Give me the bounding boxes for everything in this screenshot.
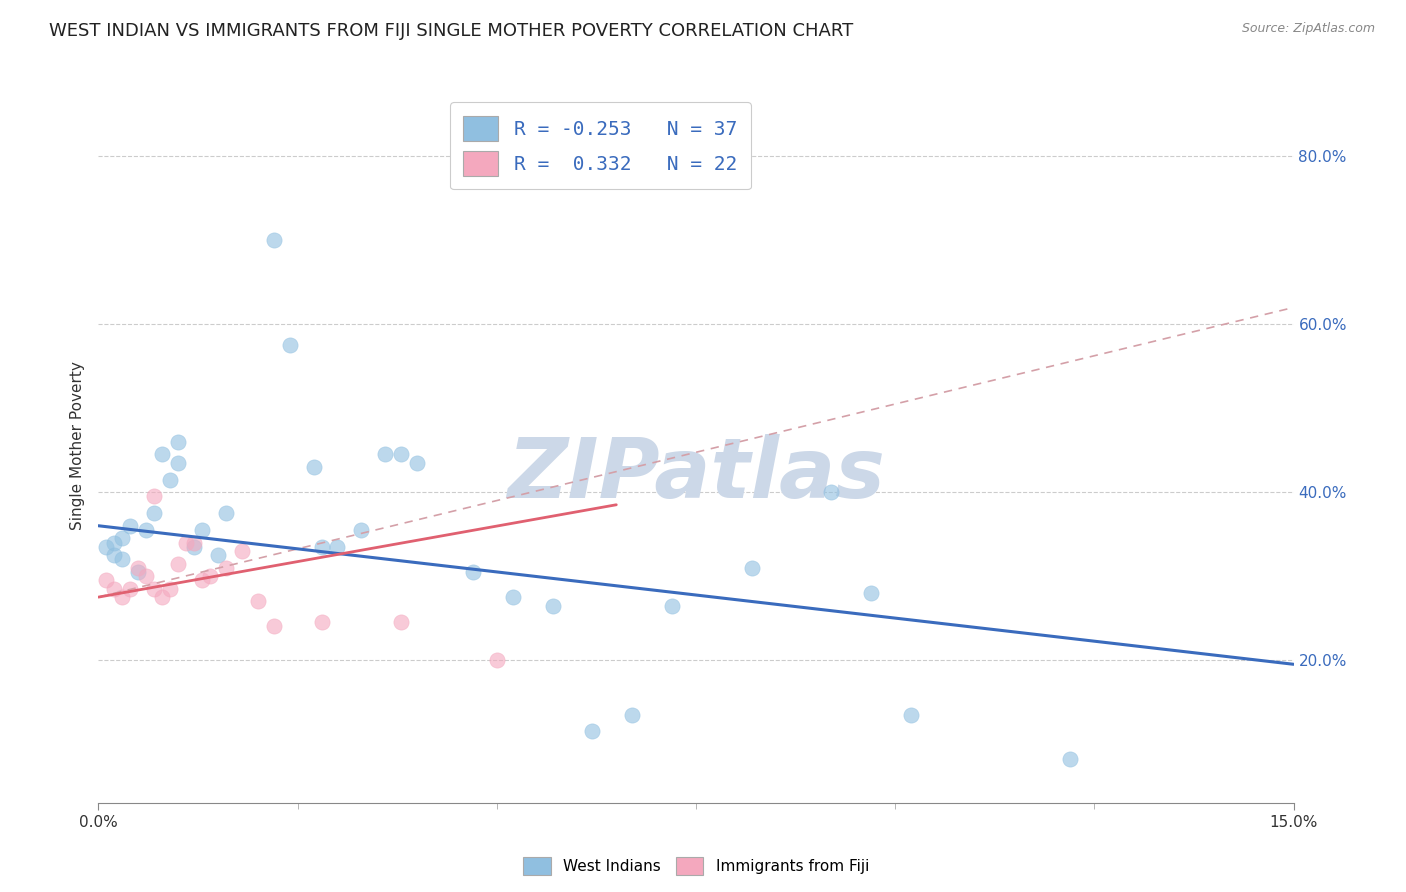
Point [159, 582, 181, 596]
Point [167, 434, 190, 449]
Point [120, 518, 142, 533]
Point [389, 447, 412, 461]
Point [263, 233, 285, 247]
Point [159, 473, 181, 487]
Point [103, 582, 125, 596]
Point [143, 489, 166, 503]
Point [263, 619, 285, 633]
Point [278, 338, 301, 352]
Point [120, 582, 142, 596]
Point [502, 590, 524, 604]
Point [741, 560, 763, 574]
Point [215, 560, 238, 574]
Point [167, 456, 190, 470]
Point [96, 574, 118, 588]
Point [127, 565, 149, 579]
Point [96, 540, 118, 554]
Point [311, 615, 333, 630]
Y-axis label: Single Mother Poverty: Single Mother Poverty [69, 361, 84, 531]
Point [191, 523, 214, 537]
Point [581, 724, 603, 739]
Point [103, 535, 125, 549]
Point [541, 599, 564, 613]
Point [198, 569, 221, 583]
Point [302, 460, 325, 475]
Point [127, 560, 149, 574]
Point [326, 540, 349, 554]
Point [820, 485, 842, 500]
Point [150, 590, 173, 604]
Point [111, 532, 134, 546]
Point [215, 506, 238, 520]
Point [374, 447, 396, 461]
Point [406, 456, 429, 470]
Point [143, 506, 166, 520]
Point [174, 535, 197, 549]
Point [389, 615, 412, 630]
Point [111, 552, 134, 566]
Point [1059, 752, 1081, 766]
Point [191, 574, 214, 588]
Point [461, 565, 484, 579]
Point [135, 569, 157, 583]
Point [661, 599, 683, 613]
Point [183, 540, 205, 554]
Point [135, 523, 157, 537]
Point [485, 653, 508, 667]
Point [150, 447, 173, 461]
Text: ZIPatlas: ZIPatlas [508, 434, 884, 515]
Point [143, 582, 166, 596]
Point [350, 523, 373, 537]
Point [111, 590, 134, 604]
Point [103, 548, 125, 562]
Point [183, 535, 205, 549]
Text: WEST INDIAN VS IMMIGRANTS FROM FIJI SINGLE MOTHER POVERTY CORRELATION CHART: WEST INDIAN VS IMMIGRANTS FROM FIJI SING… [49, 22, 853, 40]
Point [311, 540, 333, 554]
Point [621, 707, 644, 722]
Legend: West Indians, Immigrants from Fiji: West Indians, Immigrants from Fiji [516, 850, 876, 882]
Point [860, 586, 883, 600]
Point [207, 548, 229, 562]
Point [167, 557, 190, 571]
Point [246, 594, 269, 608]
Text: Source: ZipAtlas.com: Source: ZipAtlas.com [1241, 22, 1375, 36]
Point [900, 707, 922, 722]
Point [231, 544, 253, 558]
